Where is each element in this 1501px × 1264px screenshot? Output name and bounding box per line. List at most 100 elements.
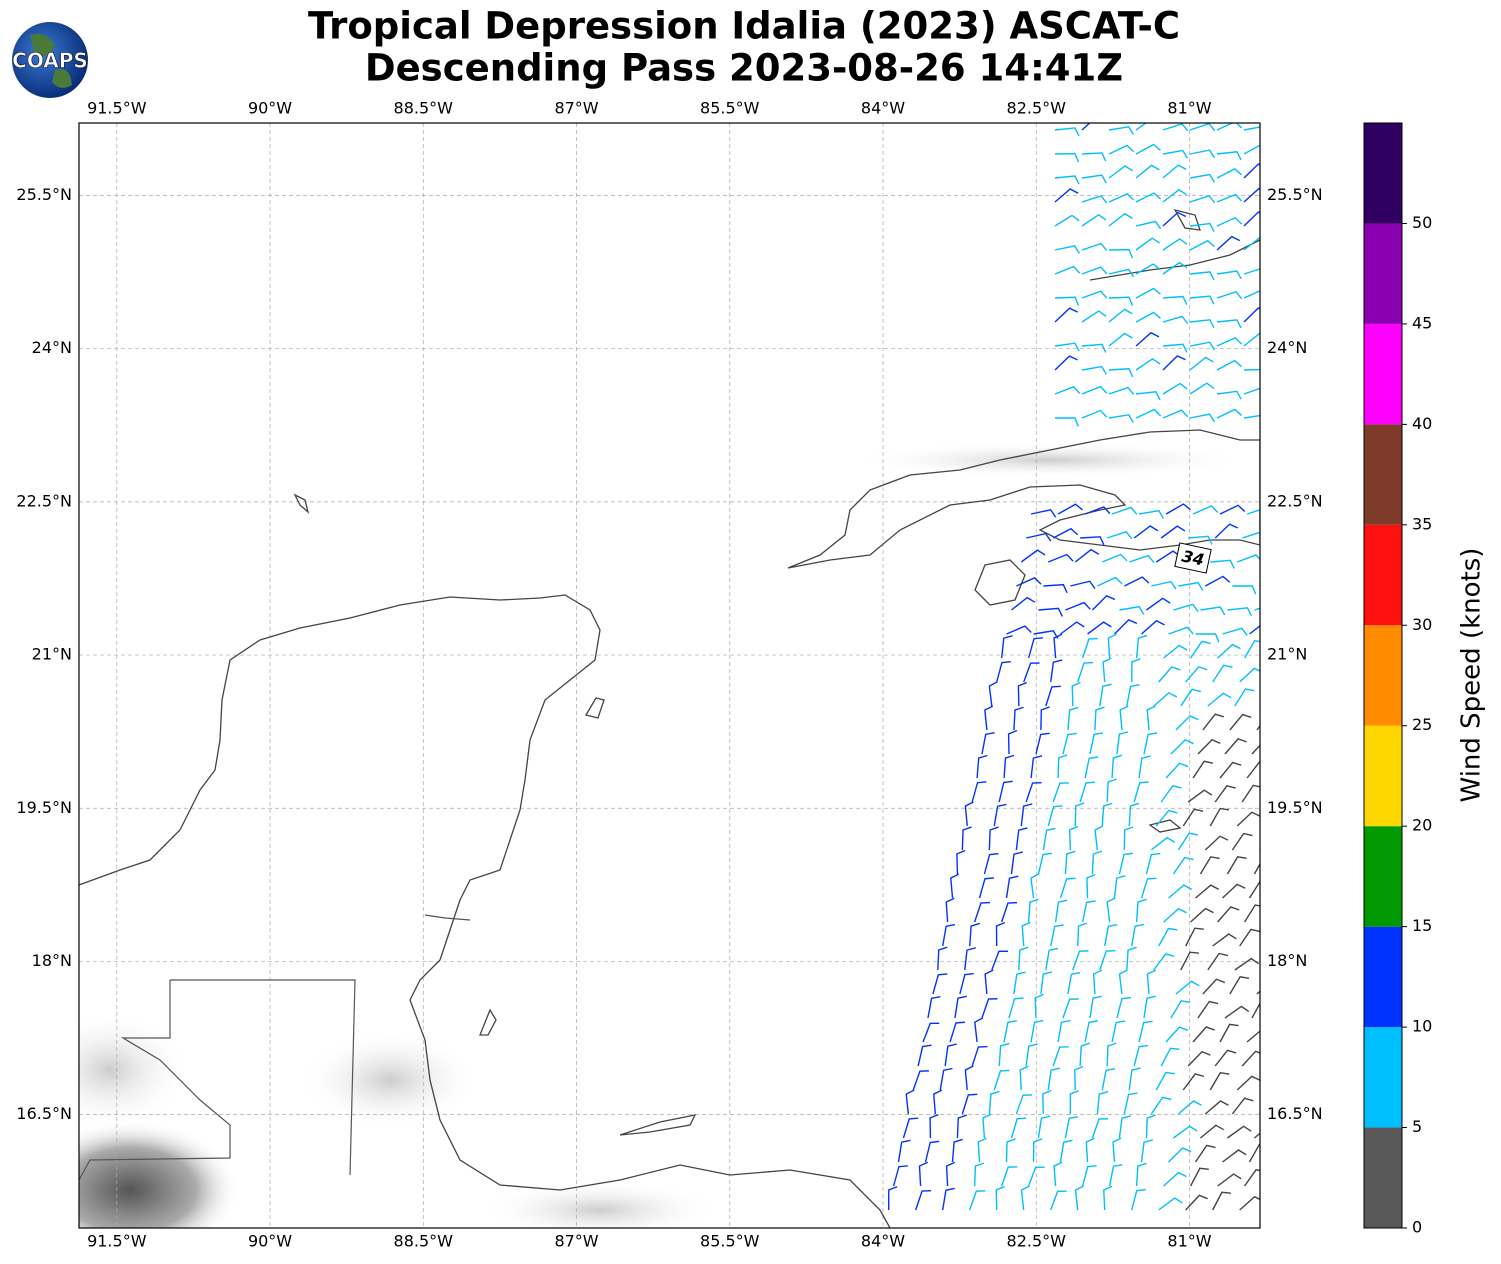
wind-barb: [1143, 995, 1156, 1019]
wind-barb: [1135, 287, 1161, 299]
wind-barb: [1108, 1164, 1123, 1187]
wind-barb: [1214, 785, 1236, 803]
wind-barb: [1045, 947, 1059, 971]
wind-barb: [961, 1093, 978, 1115]
wind-barb: [1187, 789, 1213, 803]
wind-barb: [1163, 644, 1188, 659]
wind-barb: [945, 1161, 956, 1187]
wind-barb: [1108, 386, 1135, 395]
wind-barb: [1151, 580, 1177, 590]
wind-barb: [1243, 187, 1260, 203]
wind-barb: [1162, 355, 1186, 371]
wind-barb: [1054, 296, 1080, 306]
wind-barb: [1111, 506, 1138, 515]
wind-barb: [1209, 1071, 1230, 1091]
wind-barb: [942, 923, 956, 947]
wind-barb: [1135, 263, 1161, 275]
wind-barb: [1224, 1005, 1250, 1019]
wind-barb: [1052, 527, 1079, 539]
wind-barb: [1118, 1115, 1131, 1139]
wind-barb: [1189, 173, 1215, 183]
wind-barb: [892, 1165, 908, 1187]
wind-barb: [1106, 897, 1116, 923]
wind-barb: [1246, 509, 1260, 515]
wind-barb: [1214, 1049, 1237, 1067]
wind-barb: [996, 660, 1011, 683]
wind-barb: [1048, 553, 1074, 563]
wind-barb: [924, 1140, 940, 1163]
wind-barb: [988, 826, 999, 851]
wind-barb: [1000, 635, 1013, 659]
wind-barb: [1163, 907, 1187, 923]
colorbar-segment: [1364, 926, 1402, 1028]
x-tick-label: 81°W: [1167, 99, 1211, 118]
map-frame: [78, 122, 1261, 1229]
wind-barb: [1204, 1100, 1229, 1115]
wind-barb: [950, 873, 960, 899]
wind-barb: [1015, 1094, 1033, 1115]
wind-barb: [1212, 664, 1233, 683]
wind-barb: [1216, 270, 1242, 280]
wind-barb: [1246, 1030, 1260, 1043]
wind-barb: [1091, 594, 1116, 611]
wind-barb: [1138, 1020, 1153, 1043]
wind-barb: [1162, 123, 1189, 132]
colorbar-tick-label: 30: [1412, 615, 1432, 634]
wind-barb: [1005, 1138, 1016, 1163]
wind-barb: [1219, 504, 1246, 515]
wind-barb: [1165, 503, 1191, 515]
coastline: [79, 594, 891, 1228]
wind-barb: [1173, 603, 1199, 613]
wind-barb: [1124, 576, 1150, 587]
wind-barb: [1007, 729, 1018, 755]
wind-barb: [1216, 408, 1243, 419]
wind-barb: [1052, 1046, 1069, 1067]
wind-barb: [1189, 271, 1215, 281]
wind-barb: [1190, 640, 1211, 659]
wind-barb: [1040, 971, 1053, 995]
wind-barb: [1128, 802, 1140, 827]
wind-barb: [1096, 1091, 1109, 1115]
wind-barb: [976, 754, 988, 779]
colorbar-tick-label: 50: [1412, 213, 1432, 232]
wind-barb: [1244, 904, 1260, 923]
x-tick-label: 85.5°W: [700, 99, 760, 118]
wind-barb: [1094, 825, 1104, 851]
wind-barb: [1189, 239, 1215, 251]
wind-barb: [1086, 873, 1096, 899]
wind-barb: [1118, 852, 1134, 875]
wind-barb: [1248, 880, 1260, 899]
wind-barb: [1081, 290, 1108, 299]
y-tick-label: 16.5°N: [1267, 1104, 1323, 1123]
wind-barb: [1237, 554, 1260, 563]
colorbar-tick-label: 10: [1412, 1017, 1432, 1036]
colorbar-tick-label: 5: [1412, 1117, 1422, 1136]
wind-barb: [1040, 706, 1050, 731]
wind-barb: [1180, 688, 1201, 707]
wind-barb: [1010, 1117, 1027, 1139]
wind-barb: [973, 901, 990, 923]
wind-barb: [1035, 732, 1050, 755]
wind-barb: [1081, 213, 1107, 227]
wind-barb: [1099, 949, 1116, 971]
wind-barb: [1135, 634, 1148, 659]
wind-barb: [1081, 152, 1107, 162]
wind-barb: [964, 801, 974, 827]
wind-barb: [927, 995, 941, 1019]
wind-barb: [1189, 195, 1216, 204]
wind-barb: [1057, 1019, 1071, 1043]
wind-barb: [1216, 390, 1242, 400]
colorbar-segment: [1364, 424, 1402, 525]
x-tick-label: 90°W: [248, 99, 292, 118]
x-tick-label: 84°W: [861, 1232, 905, 1251]
wind-barb: [1027, 898, 1039, 923]
wind-barb: [1202, 978, 1226, 995]
wind-barb: [1244, 1168, 1260, 1187]
wind-barb: [1050, 924, 1064, 947]
y-tick-label: 18°N: [32, 951, 72, 970]
wind-barb: [1194, 1144, 1216, 1163]
wind-barb: [1189, 356, 1214, 371]
colorbar-frame: [1363, 122, 1403, 1229]
wind-barb: [1059, 1139, 1073, 1163]
x-tick-label: 87°W: [554, 99, 598, 118]
